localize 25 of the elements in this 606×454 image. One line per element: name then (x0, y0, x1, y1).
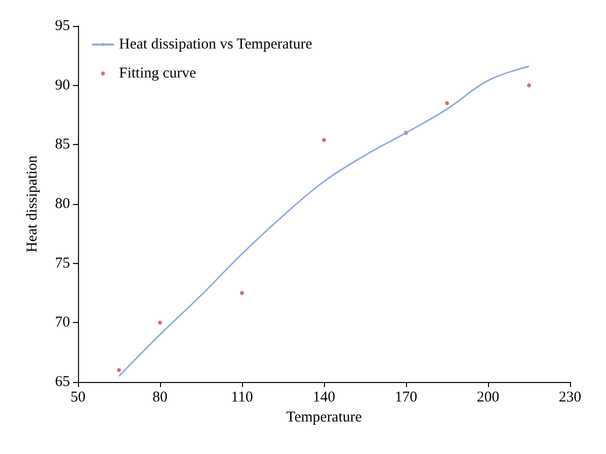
y-tick-label: 85 (55, 136, 70, 153)
y-tick-label: 80 (55, 196, 70, 212)
y-tick-label: 75 (55, 255, 70, 272)
x-tick-label: 200 (476, 390, 500, 406)
x-tick-label: 230 (558, 390, 582, 406)
y-tick-label: 90 (55, 77, 70, 94)
x-tick-label: 80 (152, 390, 168, 406)
point (158, 320, 162, 325)
y-tick-label: 65 (55, 374, 70, 390)
x-tick-label: 110 (231, 390, 253, 406)
x-tick-label: 50 (70, 390, 86, 406)
point (240, 291, 244, 295)
point (527, 83, 531, 88)
x-axis-title: Temperature (286, 409, 362, 426)
y-tick-label: 95 (55, 18, 70, 34)
y-tick-label: 70 (55, 314, 70, 331)
legend-label: Fitting curve (119, 66, 196, 82)
point (445, 101, 449, 106)
y-axis-title: Heat dissipation (24, 154, 40, 253)
x-tick-label: 140 (312, 390, 336, 406)
line-series (118, 66, 530, 377)
point (117, 368, 121, 372)
x-tick-label: 170 (394, 390, 418, 406)
legend-label: Heat dissipation vs Temperature (119, 36, 313, 52)
point (322, 138, 326, 142)
